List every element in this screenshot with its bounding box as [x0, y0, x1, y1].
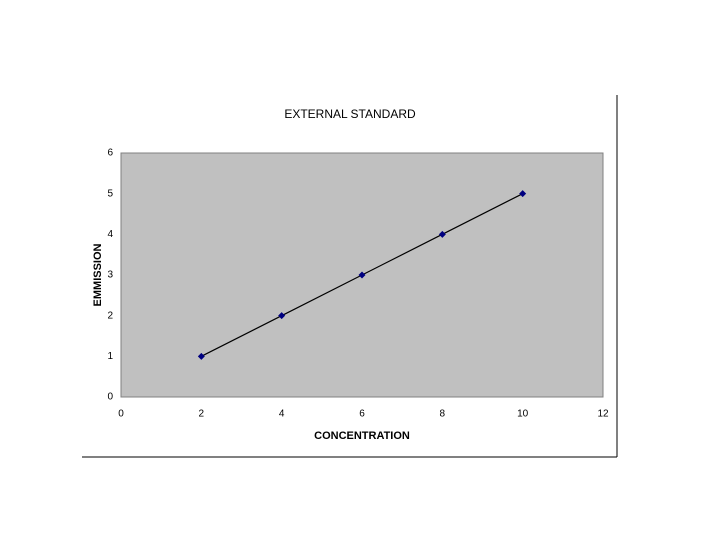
y-tick-label: 6: [107, 148, 113, 159]
y-tick-label: 0: [107, 392, 113, 403]
data-point: [197, 352, 205, 360]
y-tick-label: 5: [107, 188, 113, 199]
data-point: [278, 312, 286, 320]
y-axis-title: EMMISSION: [92, 243, 104, 306]
y-tick-label: 4: [107, 229, 113, 240]
y-tick-label: 1: [107, 351, 113, 362]
x-tick-label: 10: [517, 409, 529, 420]
x-tick-label: 2: [199, 409, 205, 420]
y-tick-label: 2: [107, 310, 113, 321]
y-tick-label: 3: [107, 270, 113, 281]
data-point: [358, 271, 366, 279]
x-tick-label: 8: [440, 409, 446, 420]
x-tick-label: 6: [359, 409, 365, 420]
chart-title: EXTERNAL STANDARD: [284, 107, 416, 121]
data-point: [519, 190, 527, 198]
x-tick-label: 4: [279, 409, 285, 420]
x-tick-label: 12: [597, 409, 609, 420]
data-point: [438, 230, 446, 238]
x-axis-title: CONCENTRATION: [314, 430, 410, 442]
x-tick-label: 0: [118, 409, 124, 420]
